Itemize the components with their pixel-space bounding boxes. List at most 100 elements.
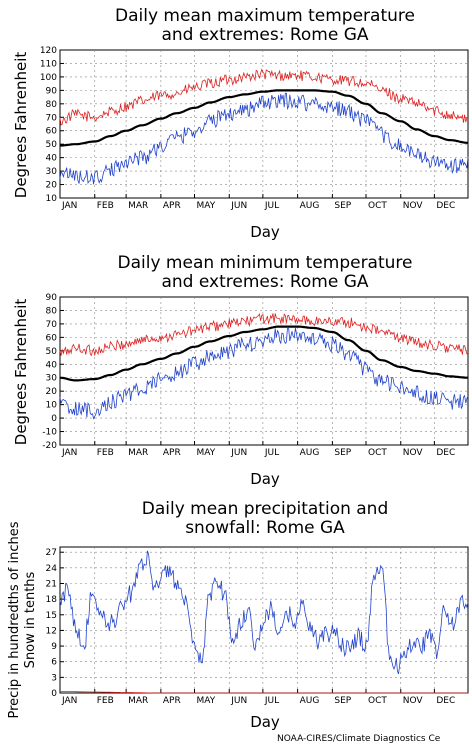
x-tick-label: FEB [97, 448, 114, 458]
x-tick-label: JAN [61, 696, 77, 706]
y-tick-label: 9 [51, 642, 57, 652]
y-tick-label: 120 [40, 46, 57, 56]
x-tick-label: AUG [300, 696, 320, 706]
x-tick-label: JUL [264, 201, 279, 211]
series-line-snow [60, 691, 468, 694]
y-tick-label: 40 [46, 154, 58, 164]
x-axis-label: Day [250, 223, 280, 241]
precipitation-panel: Daily mean precipitation and snowfall: R… [7, 499, 469, 731]
x-tick-label: APR [163, 201, 181, 211]
x-axis-label: Day [250, 470, 280, 488]
y-tick-label: 27 [46, 548, 57, 558]
y-tick-label: 70 [46, 320, 58, 330]
x-tick-label: OCT [368, 696, 387, 706]
plot-frame [59, 296, 469, 446]
plot-area: -20 -10 0 10 20 30 40 50 60 70 80 90 JAN FEB MAR APR MAY… [42, 293, 469, 458]
x-tick-label: NOV [403, 448, 424, 458]
x-tick-label: DEC [436, 448, 455, 458]
y-tick-label: 12 [46, 626, 57, 636]
y-tick-label: 60 [46, 127, 58, 137]
series-line-extreme_min [59, 92, 469, 185]
y-tick-label: 50 [46, 140, 58, 150]
y-tick-label: 24 [46, 564, 58, 574]
y-tick-label: 0 [51, 414, 57, 424]
x-axis-label: Day [250, 713, 280, 731]
y-tick-label: 110 [40, 59, 57, 69]
y-tick-label: 15 [46, 611, 57, 621]
y-tick-label: 80 [46, 100, 58, 110]
plot-area: 10 20 30 40 50 60 70 80 90 100 110 120 JAN FEB MAR APR M… [40, 46, 469, 211]
y-tick-label: 30 [46, 167, 58, 177]
y-tick-label: 3 [51, 673, 57, 683]
x-tick-label: MAR [128, 696, 148, 706]
y-tick-label: 30 [46, 374, 58, 384]
y-tick-label: 20 [46, 181, 58, 191]
y-tick-label: -20 [42, 441, 57, 451]
y-tick-label: 60 [46, 333, 58, 343]
x-tick-label: MAY [197, 696, 216, 706]
series-line-precip [59, 550, 469, 675]
x-tick-label: APR [163, 696, 181, 706]
y-tick-label: 40 [46, 360, 58, 370]
credit-text: NOAA-CIRES/Climate Diagnostics Ce [277, 734, 441, 744]
y-tick-label: 10 [46, 401, 58, 411]
x-tick-label: SEP [334, 201, 351, 211]
x-tick-label: JUN [230, 696, 247, 706]
x-tick-label: JAN [61, 201, 77, 211]
x-tick-label: MAY [197, 448, 216, 458]
series-line-mean [60, 89, 468, 147]
max-temperature-panel: Daily mean maximum temperature and extre… [12, 6, 469, 241]
x-tick-label: SEP [334, 696, 351, 706]
x-tick-label: OCT [368, 448, 387, 458]
chart-title-line2: and extremes: Rome GA [161, 272, 368, 292]
x-tick-label: JUN [230, 201, 247, 211]
y-tick-label: 80 [46, 306, 58, 316]
y-axis-label-line2: Snow in tenths [23, 571, 38, 668]
y-axis-label: Degrees Fahrenheit [12, 52, 30, 199]
y-tick-label: 6 [51, 658, 57, 668]
x-tick-label: DEC [436, 201, 455, 211]
y-tick-label: 90 [46, 86, 58, 96]
series-line-mean [59, 325, 468, 382]
x-tick-label: JUN [230, 448, 247, 458]
x-tick-label: JUL [264, 696, 279, 706]
y-tick-label: 10 [46, 194, 58, 204]
y-tick-label: 50 [46, 347, 58, 357]
x-tick-label: APR [163, 448, 181, 458]
y-tick-label: 18 [46, 595, 58, 605]
y-tick-label: 20 [46, 387, 58, 397]
x-tick-label: NOV [403, 201, 424, 211]
x-tick-label: FEB [97, 696, 114, 706]
x-tick-label: AUG [300, 201, 320, 211]
plot-frame [59, 546, 469, 694]
plot-frame [59, 49, 469, 199]
y-tick-label: 0 [51, 689, 57, 699]
y-tick-label: 90 [46, 293, 58, 303]
series-line-extreme_min [59, 326, 469, 420]
x-tick-label: NOV [403, 696, 424, 706]
x-tick-label: OCT [368, 201, 387, 211]
chart-title-line1: Daily mean minimum temperature [118, 253, 413, 273]
y-tick-label: 70 [46, 113, 58, 123]
x-tick-label: MAR [128, 448, 148, 458]
series-line-extreme_max [59, 313, 469, 357]
x-tick-label: MAY [197, 201, 216, 211]
x-tick-label: AUG [300, 448, 320, 458]
x-tick-label: SEP [334, 448, 351, 458]
series-line-extreme_max [59, 68, 469, 126]
min-temperature-panel: Daily mean minimum temperature and extre… [12, 253, 469, 488]
y-tick-label: 100 [40, 73, 57, 83]
y-tick-label: 21 [46, 580, 57, 590]
chart-title-line2: snowfall: Rome GA [185, 518, 345, 538]
y-axis-label: Degrees Fahrenheit [12, 299, 30, 446]
plot-area: 0 3 6 9 12 15 18 21 24 27 JAN FEB MAR APR MAY JUN JUL AUG… [46, 546, 469, 706]
y-tick-label: -10 [42, 428, 57, 438]
x-tick-label: DEC [436, 696, 455, 706]
y-axis-label-line1: Precip in hundredths of inches [7, 521, 22, 718]
x-tick-label: FEB [97, 201, 114, 211]
chart-title-line1: Daily mean precipitation and [142, 499, 389, 519]
chart-title-line1: Daily mean maximum temperature [115, 6, 415, 26]
x-tick-label: JAN [61, 448, 77, 458]
x-tick-label: MAR [128, 201, 148, 211]
